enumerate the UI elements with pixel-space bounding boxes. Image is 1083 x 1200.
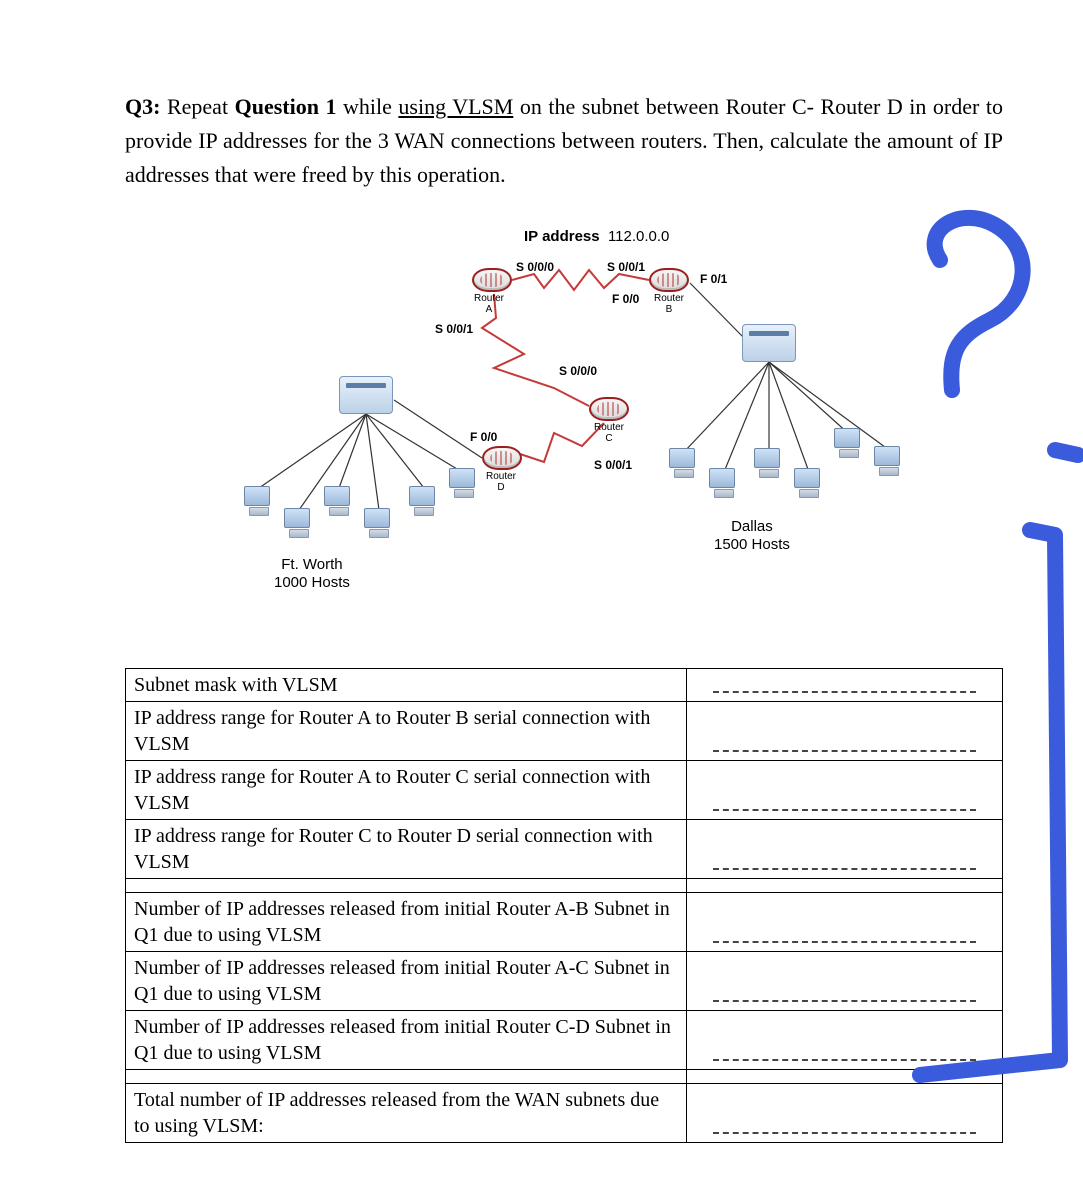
table-row: IP address range for Router A to Router … [126,761,1003,820]
pc [324,486,354,520]
pc [364,508,394,542]
router-b-label: RouterB [654,294,684,315]
question-text: Q3: Repeat Question 1 while using VLSM o… [125,90,1003,192]
table-row: IP address range for Router C to Router … [126,820,1003,879]
iface-c-s001: S 0/0/1 [594,458,632,472]
pc [669,448,699,482]
row-blank [687,1011,1003,1070]
answer-table: Subnet mask with VLSM IP address range f… [125,668,1003,1143]
pc [709,468,739,502]
row-label: IP address range for Router A to Router … [126,702,687,761]
router-c-label: RouterC [594,423,624,444]
row-label: Subnet mask with VLSM [126,669,687,702]
router-c [589,397,629,421]
site-right: Dallas 1500 Hosts [714,518,790,554]
row-blank [687,702,1003,761]
table-row: Number of IP addresses released from ini… [126,952,1003,1011]
row-blank [687,820,1003,879]
iface-b-f00: F 0/0 [612,292,639,306]
row-blank [687,669,1003,702]
iface-c-s000: S 0/0/0 [559,364,597,378]
pc [244,486,274,520]
iface-b-f01: F 0/1 [700,272,727,286]
switch-left [339,376,393,414]
router-a-label: RouterA [474,294,504,315]
pc [874,446,904,480]
table-row: Subnet mask with VLSM [126,669,1003,702]
row-label: IP address range for Router A to Router … [126,761,687,820]
row-blank [687,761,1003,820]
row-blank [687,1084,1003,1143]
router-d [482,446,522,470]
table-row: Number of IP addresses released from ini… [126,893,1003,952]
site-right-name: Dallas [731,518,773,535]
pc [794,468,824,502]
table-spacer [126,879,1003,893]
iface-a-s000: S 0/0/0 [516,260,554,274]
q-ul: using VLSM [398,94,513,119]
site-left-name: Ft. Worth [281,556,342,573]
q-mid1: while [336,94,398,119]
network-diagram: IP address 112.0.0.0 [224,228,904,628]
router-b [649,268,689,292]
pc [409,486,439,520]
table-spacer [126,1070,1003,1084]
router-a [472,268,512,292]
pc [449,468,479,502]
table-row: Number of IP addresses released from ini… [126,1011,1003,1070]
site-right-hosts: 1500 Hosts [714,536,790,553]
iface-d-f00: F 0/0 [470,430,497,444]
row-label: Number of IP addresses released from ini… [126,893,687,952]
site-left: Ft. Worth 1000 Hosts [274,556,350,592]
q-bold1: Question 1 [235,94,337,119]
table-row: IP address range for Router A to Router … [126,702,1003,761]
row-blank [687,952,1003,1011]
iface-b-s001: S 0/0/1 [607,260,645,274]
pc [284,508,314,542]
iface-a-s001: S 0/0/1 [435,322,473,336]
q-prefix: Q3: [125,94,160,119]
row-label: IP address range for Router C to Router … [126,820,687,879]
router-d-label: RouterD [486,472,516,493]
table-row: Total number of IP addresses released fr… [126,1084,1003,1143]
row-label: Number of IP addresses released from ini… [126,952,687,1011]
switch-right [742,324,796,362]
site-left-hosts: 1000 Hosts [274,574,350,591]
row-label: Total number of IP addresses released fr… [126,1084,687,1143]
pc [834,428,864,462]
pc [754,448,784,482]
q-lead: Repeat [160,94,234,119]
row-blank [687,893,1003,952]
row-label: Number of IP addresses released from ini… [126,1011,687,1070]
